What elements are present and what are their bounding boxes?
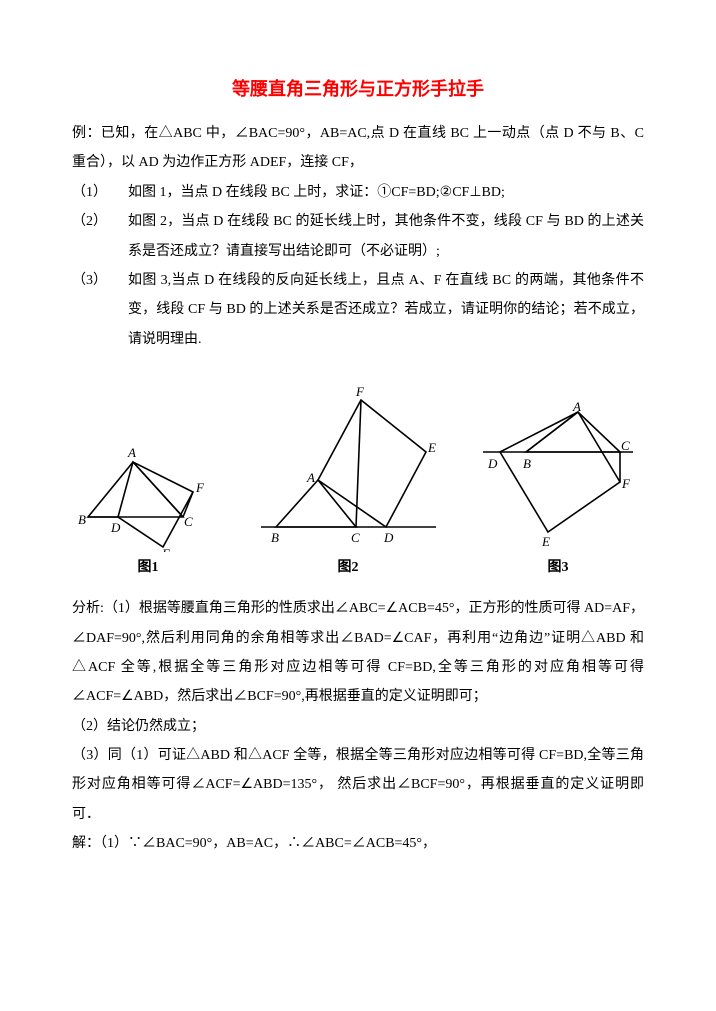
item-1-num: （1）	[72, 178, 128, 207]
svg-text:F: F	[195, 480, 205, 495]
svg-text:A: A	[572, 402, 581, 414]
intro-paragraph: 例：已知，在△ABC 中，∠BAC=90°，AB=AC,点 D 在直线 BC 上…	[72, 119, 644, 178]
figure-3-caption: 图3	[548, 556, 569, 576]
svg-text:E: E	[427, 440, 436, 455]
item-2-text: 如图 2，当点 D 在线段 BC 的延长线上时，其他条件不变，线段 CF 与 B…	[128, 207, 644, 266]
item-1: （1） 如图 1，当点 D 在线段 BC 上时，求证：①CF=BD;②CF⊥BD…	[72, 178, 644, 207]
svg-text:B: B	[78, 512, 86, 527]
svg-text:B: B	[271, 530, 279, 545]
page-title: 等腰直角三角形与正方形手拉手	[72, 75, 644, 101]
figures-row: A B D C F E 图1 A B	[72, 382, 644, 576]
figure-3: A B C D F E 图3	[478, 402, 638, 576]
svg-text:D: D	[383, 530, 394, 545]
svg-text:E: E	[161, 546, 170, 552]
svg-text:C: C	[351, 530, 360, 545]
svg-text:D: D	[110, 520, 121, 535]
svg-text:F: F	[621, 476, 631, 491]
solution-1: 解：（1）∵∠BAC=90°，AB=AC，∴∠ABC=∠ACB=45°，	[72, 829, 644, 858]
item-2-num: （2）	[72, 207, 128, 266]
svg-text:A: A	[306, 470, 315, 485]
item-3-num: （3）	[72, 266, 128, 354]
item-3-text: 如图 3,当点 D 在线段的反向延长线上，且点 A、F 在直线 BC 的两端，其…	[128, 266, 644, 354]
item-1-text: 如图 1，当点 D 在线段 BC 上时，求证：①CF=BD;②CF⊥BD;	[128, 178, 644, 207]
item-2: （2） 如图 2，当点 D 在线段 BC 的延长线上时，其他条件不变，线段 CF…	[72, 207, 644, 266]
svg-text:C: C	[184, 514, 193, 529]
figure-2: A B C D F E 图2	[256, 382, 441, 576]
analysis-1: 分析:（1）根据等腰直角三角形的性质求出∠ABC=∠ACB=45°，正方形的性质…	[72, 594, 644, 712]
figure-1-caption: 图1	[138, 556, 159, 576]
analysis-2: （2）结论仍然成立；	[72, 712, 644, 741]
svg-text:C: C	[621, 438, 630, 453]
svg-text:F: F	[355, 384, 365, 399]
svg-text:E: E	[541, 534, 550, 549]
analysis-3: （3）同（1）可证△ABD 和△ACF 全等，根据全等三角形对应边相等可得 CF…	[72, 741, 644, 829]
figure-1: A B D C F E 图1	[78, 442, 218, 576]
svg-text:D: D	[487, 456, 498, 471]
svg-text:B: B	[523, 456, 531, 471]
figure-2-caption: 图2	[338, 556, 359, 576]
svg-text:A: A	[127, 445, 136, 460]
item-3: （3） 如图 3,当点 D 在线段的反向延长线上，且点 A、F 在直线 BC 的…	[72, 266, 644, 354]
